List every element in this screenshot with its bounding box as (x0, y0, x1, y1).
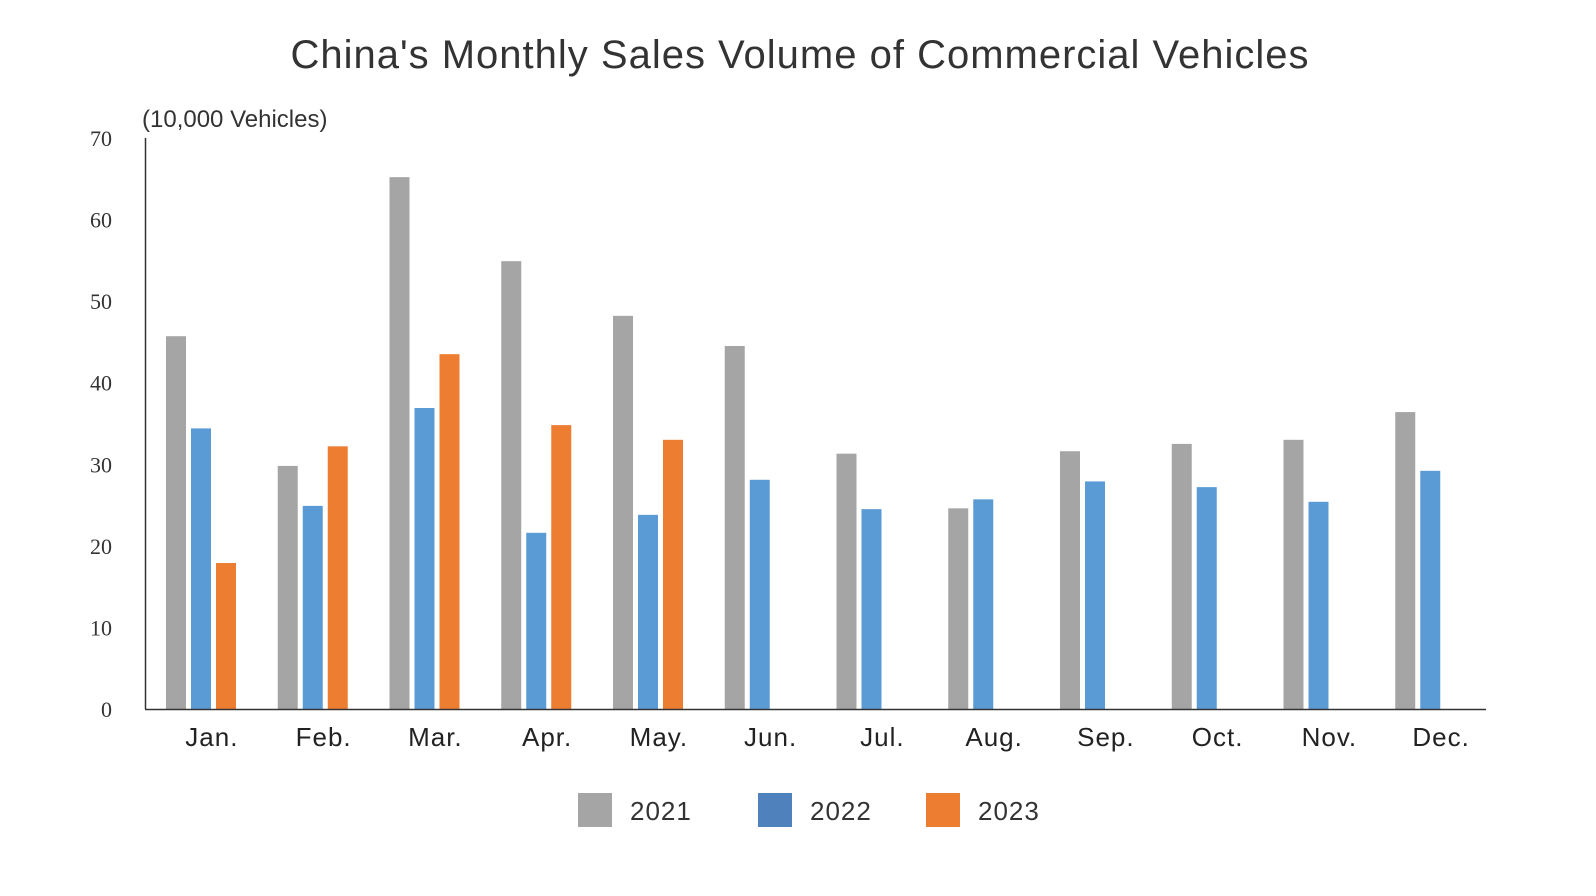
legend-swatch (926, 793, 960, 827)
legend-label: 2022 (810, 796, 872, 826)
legend-item-2021: 2021 (578, 793, 692, 827)
bar-2022-may (638, 514, 658, 709)
bar-2023-apr (551, 425, 572, 709)
x-tick-label: Mar. (408, 722, 463, 752)
bar-2022-jun (749, 479, 770, 709)
y-tick-label: 20 (90, 534, 112, 559)
bar-2022-mar (414, 408, 435, 709)
bar-2021-aug (948, 508, 969, 709)
bar-2021-jul (836, 453, 857, 709)
y-tick-label: 70 (90, 126, 112, 151)
bar-2022-feb (302, 505, 323, 709)
legend-item-2022: 2022 (758, 793, 872, 827)
bar-2022-apr (526, 532, 547, 709)
bar-2021-oct (1171, 443, 1192, 709)
y-axis-unit-label: (10,000 Vehicles) (142, 106, 327, 133)
y-tick-label: 30 (90, 452, 112, 477)
legend-swatch (758, 793, 792, 827)
x-tick-label: Aug. (965, 722, 1023, 752)
y-tick-label: 0 (101, 697, 112, 722)
x-tick-label: Oct. (1192, 722, 1244, 752)
x-tick-label: Jul. (860, 722, 904, 752)
x-tick-label: Jan. (185, 722, 238, 752)
x-tick-label: Dec. (1412, 722, 1469, 752)
bar-2021-mar (389, 177, 410, 709)
bar-2022-dec (1420, 470, 1441, 709)
x-tick-label: Jun. (744, 722, 797, 752)
bar-2022-jan (191, 428, 211, 709)
bar-2021-jun (724, 346, 745, 709)
bar-2022-jul (861, 509, 882, 709)
x-tick-label: Feb. (296, 722, 352, 752)
x-tick-label: Apr. (522, 722, 572, 752)
bar-2021-nov (1283, 439, 1304, 709)
bar-2023-jan (216, 562, 236, 709)
bar-2021-apr (501, 261, 522, 709)
bar-2021-jan (166, 336, 186, 709)
bar-2022-sep (1085, 481, 1105, 709)
y-tick-label: 40 (90, 371, 112, 396)
x-tick-label: Sep. (1077, 722, 1135, 752)
x-tick-label: Nov. (1302, 722, 1358, 752)
legend-item-2023: 2023 (926, 793, 1040, 827)
legend-swatch (578, 793, 612, 827)
bar-2021-feb (277, 465, 298, 709)
bar-2023-may (663, 439, 683, 709)
bar-2023-feb (327, 446, 348, 709)
chart-title: China's Monthly Sales Volume of Commerci… (290, 33, 1309, 77)
bar-2021-may (613, 315, 633, 709)
y-tick-label: 10 (90, 615, 112, 640)
legend-label: 2021 (630, 796, 692, 826)
x-tick-label: May. (630, 722, 688, 752)
bar-2022-aug (973, 499, 994, 709)
bar-2022-oct (1196, 487, 1217, 709)
bar-2022-nov (1308, 501, 1329, 709)
bar-2023-mar (439, 354, 460, 709)
y-tick-label: 50 (90, 289, 112, 314)
legend-label: 2023 (978, 796, 1040, 826)
bar-2021-dec (1395, 412, 1416, 709)
y-tick-label: 60 (90, 208, 112, 233)
bar-2021-sep (1060, 451, 1080, 709)
